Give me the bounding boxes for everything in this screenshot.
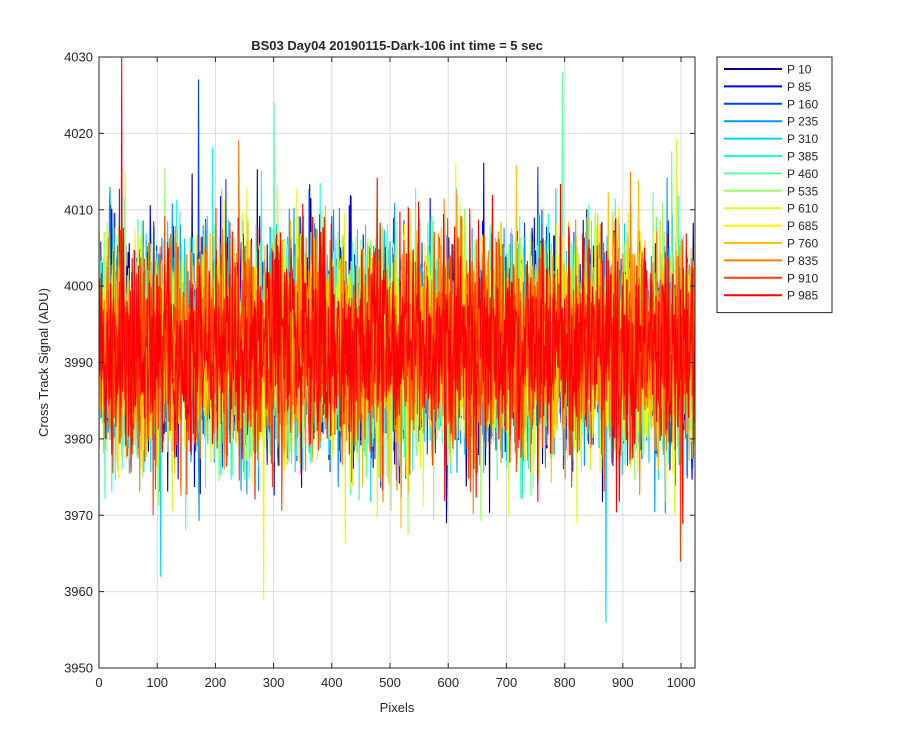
legend-entry-label: P 685 bbox=[787, 219, 818, 233]
x-tick-label: 900 bbox=[612, 675, 634, 690]
legend-entry-label: P 160 bbox=[787, 97, 818, 111]
x-tick-label: 700 bbox=[496, 675, 518, 690]
x-tick-label: 1000 bbox=[667, 675, 696, 690]
y-tick-label: 4000 bbox=[64, 279, 93, 294]
legend: P 10 P 85 P 160 P 235 P 310 P 385 P 460 P 535 P … bbox=[716, 56, 833, 314]
legend-entry-label: P 985 bbox=[787, 289, 818, 303]
legend-entry-label: P 235 bbox=[787, 115, 818, 129]
y-tick-label: 3980 bbox=[64, 431, 93, 446]
y-tick-label: 4030 bbox=[64, 50, 93, 65]
x-tick-label: 500 bbox=[379, 675, 401, 690]
legend-entry-label: P 610 bbox=[787, 202, 818, 216]
axis-ticks: 0 100 200 300 400 500 600 700 800 900 1000 3950 3960… bbox=[64, 50, 695, 691]
y-tick-label: 3960 bbox=[64, 584, 93, 599]
series-lines bbox=[99, 56, 696, 623]
x-axis-label: Pixels bbox=[380, 700, 415, 715]
legend-entry-label: P 310 bbox=[787, 132, 818, 146]
x-tick-label: 100 bbox=[146, 675, 168, 690]
legend-entry-label: P 910 bbox=[787, 271, 818, 285]
series-line bbox=[99, 56, 696, 525]
legend-entry-label: P 460 bbox=[787, 167, 818, 181]
y-tick-label: 3950 bbox=[64, 661, 93, 676]
legend-entry-label: P 835 bbox=[787, 254, 818, 268]
chart-title: BS03 Day04 20190115-Dark-106 int time = … bbox=[251, 38, 543, 53]
legend-entry-label: P 535 bbox=[787, 184, 818, 198]
legend-entry-label: P 760 bbox=[787, 237, 818, 251]
legend-box bbox=[716, 56, 833, 314]
legend-entry-label: P 385 bbox=[787, 150, 818, 164]
legend-entry-label: P 85 bbox=[787, 80, 812, 94]
legend-entry-label: P 10 bbox=[787, 63, 812, 77]
x-tick-label: 300 bbox=[263, 675, 285, 690]
y-tick-label: 4020 bbox=[64, 126, 93, 141]
x-tick-label: 800 bbox=[554, 675, 576, 690]
y-axis-label: Cross Track Signal (ADU) bbox=[36, 288, 51, 437]
y-tick-label: 4010 bbox=[64, 202, 93, 217]
y-tick-label: 3970 bbox=[64, 508, 93, 523]
x-tick-label: 200 bbox=[205, 675, 227, 690]
x-tick-label: 0 bbox=[95, 675, 102, 690]
x-tick-label: 400 bbox=[321, 675, 343, 690]
x-tick-label: 600 bbox=[437, 675, 459, 690]
y-tick-label: 3990 bbox=[64, 355, 93, 370]
